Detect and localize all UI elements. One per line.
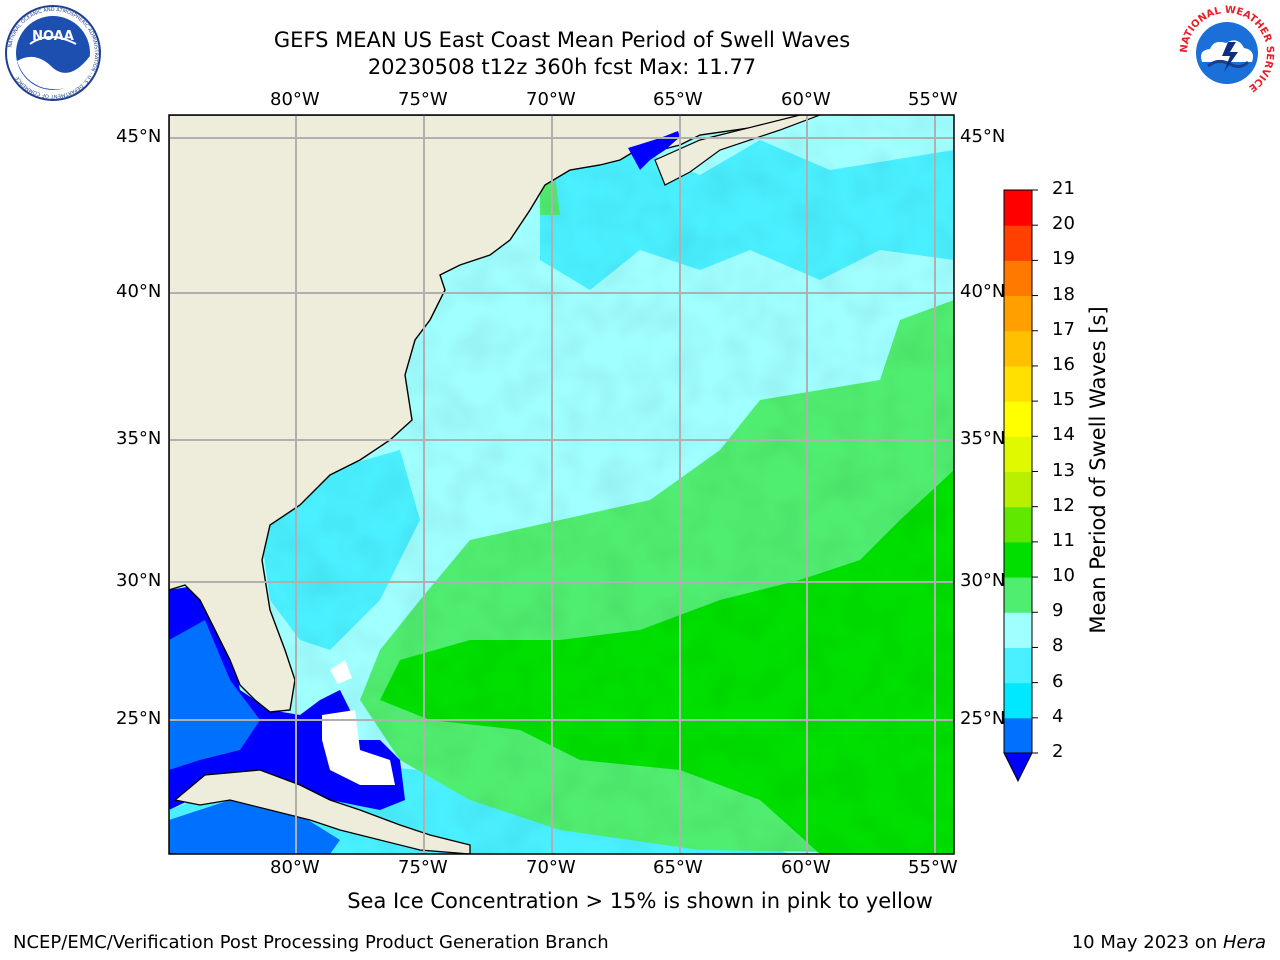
colorbar-swatch bbox=[1004, 471, 1032, 508]
footer-date: 10 May 2023 on Hera bbox=[1072, 932, 1266, 953]
lat-label-right: 35°N bbox=[960, 428, 1006, 449]
colorbar-tick-label: 10 bbox=[1052, 565, 1075, 587]
colorbar-tick-label: 20 bbox=[1052, 213, 1075, 235]
colorbar-title: Mean Period of Swell Waves [s] bbox=[1086, 306, 1110, 634]
colorbar-tick-label: 17 bbox=[1052, 318, 1075, 340]
colorbar-tick-label: 9 bbox=[1052, 600, 1064, 622]
colorbar-swatch bbox=[1004, 717, 1032, 754]
noaa-logo: NOAA NATIONAL OCEANIC AND ATMOSPHERIC AD… bbox=[5, 5, 101, 101]
colorbar-swatch bbox=[1004, 330, 1032, 367]
colorbar bbox=[1003, 189, 1038, 783]
chart-title: GEFS MEAN US East Coast Mean Period of S… bbox=[273, 28, 851, 52]
colorbar-tick-label: 21 bbox=[1052, 178, 1075, 199]
lat-label-left: 40°N bbox=[116, 281, 162, 302]
lat-label-left: 25°N bbox=[116, 708, 162, 729]
colorbar-swatch bbox=[1004, 295, 1032, 332]
chart-subtitle: 20230508 t12z 360h fcst Max: 11.77 bbox=[367, 55, 757, 79]
colorbar-tick-label: 18 bbox=[1052, 283, 1075, 305]
lat-label-left: 30°N bbox=[116, 570, 162, 591]
colorbar-tick-label: 13 bbox=[1052, 459, 1075, 481]
footer-host: Hera bbox=[1222, 932, 1266, 953]
colorbar-swatch bbox=[1004, 612, 1032, 648]
lon-label-top: 65°W bbox=[653, 89, 703, 110]
colorbar-swatch bbox=[1004, 541, 1032, 578]
lat-label-right: 30°N bbox=[960, 570, 1006, 591]
lon-label-bottom: 55°W bbox=[908, 857, 958, 878]
colorbar-swatch bbox=[1004, 506, 1032, 543]
contour-2-4s-bottom bbox=[169, 800, 340, 854]
colorbar-under-arrow bbox=[1003, 752, 1033, 783]
lon-label-bottom: 65°W bbox=[653, 857, 703, 878]
lat-label-right: 25°N bbox=[960, 708, 1006, 729]
lon-label-bottom: 80°W bbox=[270, 857, 320, 878]
nova-scotia-land bbox=[654, 115, 821, 186]
sea-ice-note: Sea Ice Concentration > 15% is shown in … bbox=[347, 889, 933, 913]
footer-date-text: 10 May 2023 on bbox=[1071, 932, 1223, 953]
colorbar-tick-label: 4 bbox=[1052, 705, 1064, 727]
lat-label-left: 35°N bbox=[116, 428, 162, 449]
colorbar-tick-label: 12 bbox=[1052, 494, 1075, 516]
colorbar-swatch bbox=[1004, 260, 1032, 297]
lon-label-top: 75°W bbox=[398, 89, 448, 110]
lat-label-right: 40°N bbox=[960, 281, 1006, 302]
colorbar-swatch bbox=[1004, 401, 1032, 437]
colorbar-tick-label: 15 bbox=[1052, 389, 1075, 411]
colorbar-tick-label: 19 bbox=[1052, 248, 1075, 270]
colorbar-swatch bbox=[1004, 577, 1032, 613]
colorbar-swatch bbox=[1004, 365, 1032, 402]
us-land bbox=[169, 115, 801, 713]
bahamas-no-data bbox=[322, 710, 395, 785]
colorbar-swatch bbox=[1004, 225, 1032, 261]
lon-label-bottom: 70°W bbox=[526, 857, 576, 878]
footer-branch: NCEP/EMC/Verification Post Processing Pr… bbox=[13, 932, 609, 953]
lon-label-top: 55°W bbox=[908, 89, 958, 110]
cuba-land bbox=[173, 769, 471, 854]
nws-logo: NATIONAL WEATHER SERVICE bbox=[1179, 5, 1275, 100]
colorbar-swatch bbox=[1004, 190, 1032, 226]
contour-2-4s-gulf bbox=[169, 620, 260, 770]
colorbar-swatch bbox=[1004, 682, 1032, 719]
lon-label-top: 70°W bbox=[526, 89, 576, 110]
colorbar-tick-label: 8 bbox=[1052, 635, 1064, 657]
colorbar-swatch bbox=[1004, 647, 1032, 684]
colorbar-tick-label: 14 bbox=[1052, 424, 1075, 446]
graticule bbox=[169, 115, 954, 854]
colorbar-tick-label: 16 bbox=[1052, 353, 1075, 375]
lat-label-left: 45°N bbox=[116, 126, 162, 147]
colorbar-tick-label: 11 bbox=[1052, 529, 1075, 551]
lon-label-top: 80°W bbox=[270, 89, 320, 110]
lon-label-top: 60°W bbox=[781, 89, 831, 110]
lon-label-bottom: 60°W bbox=[781, 857, 831, 878]
noaa-logo-text: NOAA bbox=[32, 29, 74, 44]
colorbar-swatch bbox=[1004, 436, 1032, 472]
colorbar-tick-label: 2 bbox=[1052, 741, 1064, 762]
colorbar-tick-label: 6 bbox=[1052, 670, 1064, 692]
lat-label-right: 45°N bbox=[960, 126, 1006, 147]
lon-label-bottom: 75°W bbox=[398, 857, 448, 878]
map-frame bbox=[168, 114, 955, 855]
